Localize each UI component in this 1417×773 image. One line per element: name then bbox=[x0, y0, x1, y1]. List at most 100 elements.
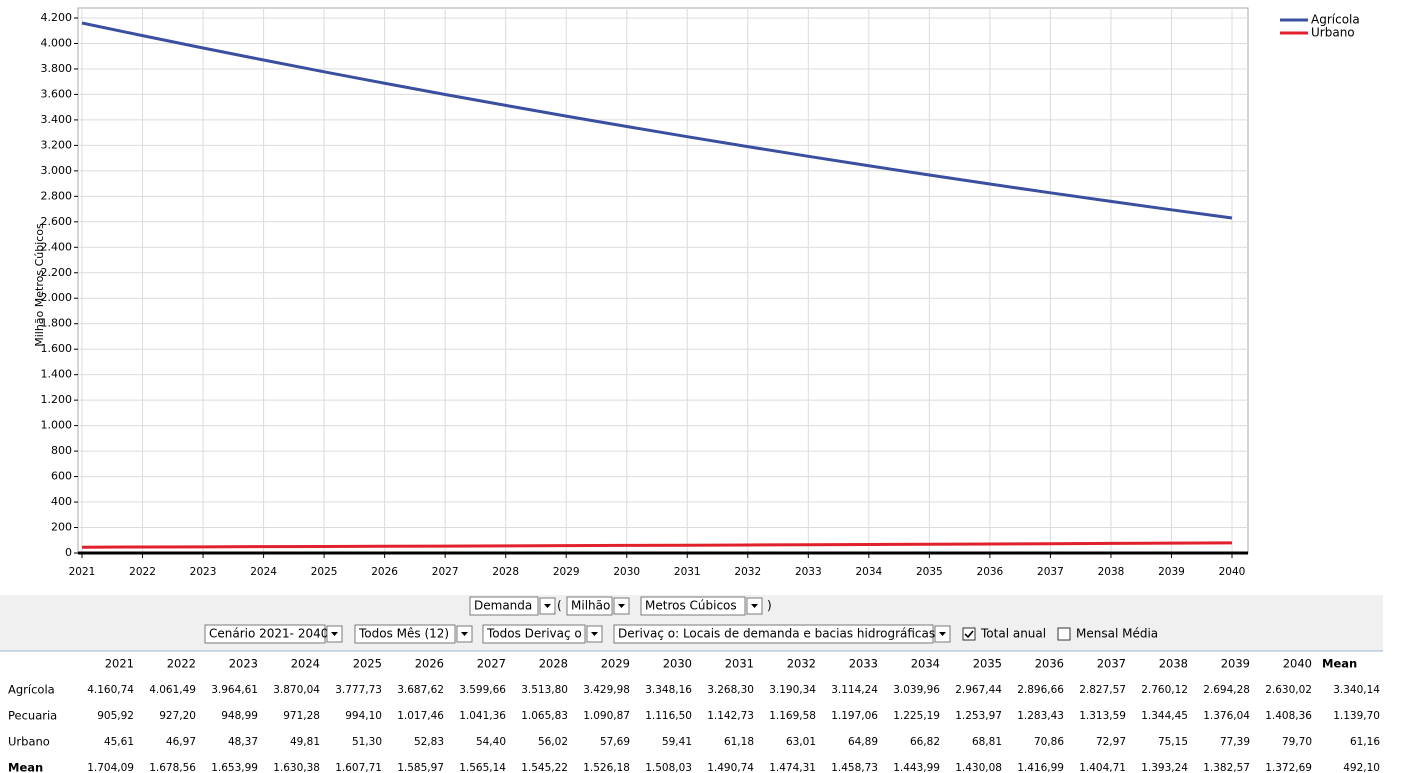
cell: 1.197,06 bbox=[831, 710, 878, 722]
dropdown-arrow bbox=[544, 604, 551, 608]
cell: 905,92 bbox=[97, 710, 134, 722]
cell: 3.114,24 bbox=[831, 684, 878, 696]
dropdown[interactable] bbox=[640, 596, 746, 616]
cell: 3.190,34 bbox=[769, 684, 816, 696]
cell: 3.268,30 bbox=[707, 684, 754, 696]
cell: 61,18 bbox=[724, 736, 754, 748]
cell: 1.443,99 bbox=[893, 762, 940, 773]
dropdown[interactable] bbox=[204, 624, 326, 644]
cell: 59,41 bbox=[662, 736, 692, 748]
dropdown-arrow bbox=[461, 632, 468, 636]
checkbox[interactable] bbox=[1057, 627, 1071, 641]
y-tick-label: 2.800 bbox=[41, 189, 73, 202]
dropdown[interactable] bbox=[482, 624, 586, 644]
column-header: 2033 bbox=[849, 657, 878, 671]
dropdown-arrow bbox=[939, 632, 946, 636]
cell: 1.116,50 bbox=[645, 710, 692, 722]
cell: 3.340,14 bbox=[1333, 684, 1380, 696]
cell: 1.313,59 bbox=[1079, 710, 1126, 722]
cell: 79,70 bbox=[1282, 736, 1312, 748]
y-tick-label: 3.000 bbox=[41, 164, 73, 177]
cell: 64,89 bbox=[848, 736, 878, 748]
checkbox-label: Total anual bbox=[980, 627, 1046, 641]
y-tick-label: 2.000 bbox=[41, 291, 73, 304]
cell: 1.344,45 bbox=[1141, 710, 1188, 722]
x-tick-label: 2022 bbox=[129, 566, 156, 578]
cell: 2.694,28 bbox=[1203, 684, 1250, 696]
cell: 46,97 bbox=[166, 736, 196, 748]
cell: 1.283,43 bbox=[1017, 710, 1064, 722]
dropdown[interactable] bbox=[469, 596, 539, 616]
checkmark bbox=[964, 630, 974, 639]
dropdown[interactable] bbox=[354, 624, 456, 644]
cell: 1.090,87 bbox=[583, 710, 630, 722]
cell: 994,10 bbox=[345, 710, 382, 722]
legend-label: Urbano bbox=[1311, 26, 1355, 40]
dropdown[interactable] bbox=[613, 624, 934, 644]
cell: 3.429,98 bbox=[583, 684, 630, 696]
x-tick-label: 2037 bbox=[1037, 566, 1064, 578]
column-header: 2037 bbox=[1097, 657, 1126, 671]
x-tick-label: 2031 bbox=[674, 566, 701, 578]
row-label: Urbano bbox=[8, 735, 50, 749]
cell: 1.017,46 bbox=[397, 710, 444, 722]
y-tick-label: 3.200 bbox=[41, 138, 73, 151]
y-tick-label: 1.800 bbox=[41, 317, 73, 330]
cell: 45,61 bbox=[104, 736, 134, 748]
x-tick-label: 2028 bbox=[492, 566, 519, 578]
row-label: Agrícola bbox=[8, 683, 55, 697]
y-tick-label: 600 bbox=[51, 470, 72, 483]
x-tick-label: 2038 bbox=[1098, 566, 1125, 578]
cell: 1.065,83 bbox=[521, 710, 568, 722]
x-tick-label: 2040 bbox=[1219, 566, 1246, 578]
cell: 1.490,74 bbox=[707, 762, 754, 773]
cell: 68,81 bbox=[972, 736, 1002, 748]
cell: 1.225,19 bbox=[893, 710, 940, 722]
cell: 1.416,99 bbox=[1017, 762, 1064, 773]
cell: 1.041,36 bbox=[459, 710, 506, 722]
cell: 3.039,96 bbox=[893, 684, 940, 696]
cell: 48,37 bbox=[228, 736, 258, 748]
plot-area bbox=[77, 7, 1249, 554]
dropdown-label: Todos Mês (12) bbox=[358, 627, 449, 641]
cell: 2.760,12 bbox=[1141, 684, 1188, 696]
checkbox[interactable] bbox=[962, 627, 976, 641]
cell: 63,01 bbox=[786, 736, 816, 748]
dropdown[interactable] bbox=[566, 596, 613, 616]
cell: 1.474,31 bbox=[769, 762, 816, 773]
checkbox-label: Mensal Média bbox=[1076, 627, 1158, 641]
cell: 61,16 bbox=[1350, 736, 1380, 748]
cell: 2.827,57 bbox=[1079, 684, 1126, 696]
column-header: 2023 bbox=[229, 657, 258, 671]
cell: 3.687,62 bbox=[397, 684, 444, 696]
cell: 3.599,66 bbox=[459, 684, 506, 696]
dropdown-label: Milhão bbox=[571, 599, 610, 613]
x-tick-label: 2039 bbox=[1158, 566, 1185, 578]
y-tick-label: 2.400 bbox=[41, 240, 73, 253]
cell: 1.430,08 bbox=[955, 762, 1002, 773]
cell: 1.630,38 bbox=[273, 762, 320, 773]
x-tick-label: 2027 bbox=[432, 566, 459, 578]
y-tick-label: 3.600 bbox=[41, 87, 73, 100]
cell: 2.896,66 bbox=[1017, 684, 1064, 696]
cell: 492,10 bbox=[1343, 762, 1380, 773]
dropdown-arrow bbox=[751, 604, 758, 608]
y-tick-label: 1.200 bbox=[41, 393, 73, 406]
y-tick-label: 200 bbox=[51, 521, 72, 534]
x-tick-label: 2029 bbox=[553, 566, 580, 578]
x-tick-label: 2025 bbox=[311, 566, 338, 578]
x-tick-label: 2021 bbox=[69, 566, 96, 578]
column-header: 2022 bbox=[167, 657, 196, 671]
column-header: 2038 bbox=[1159, 657, 1188, 671]
cell: 75,15 bbox=[1158, 736, 1188, 748]
cell: 72,97 bbox=[1096, 736, 1126, 748]
column-header: 2027 bbox=[477, 657, 506, 671]
cell: 3.870,04 bbox=[273, 684, 320, 696]
column-header: 2040 bbox=[1283, 657, 1312, 671]
x-tick-label: 2030 bbox=[613, 566, 640, 578]
cell: 4.160,74 bbox=[87, 684, 134, 696]
cell: 971,28 bbox=[283, 710, 320, 722]
cell: 66,82 bbox=[910, 736, 940, 748]
cell: 1.404,71 bbox=[1079, 762, 1126, 773]
